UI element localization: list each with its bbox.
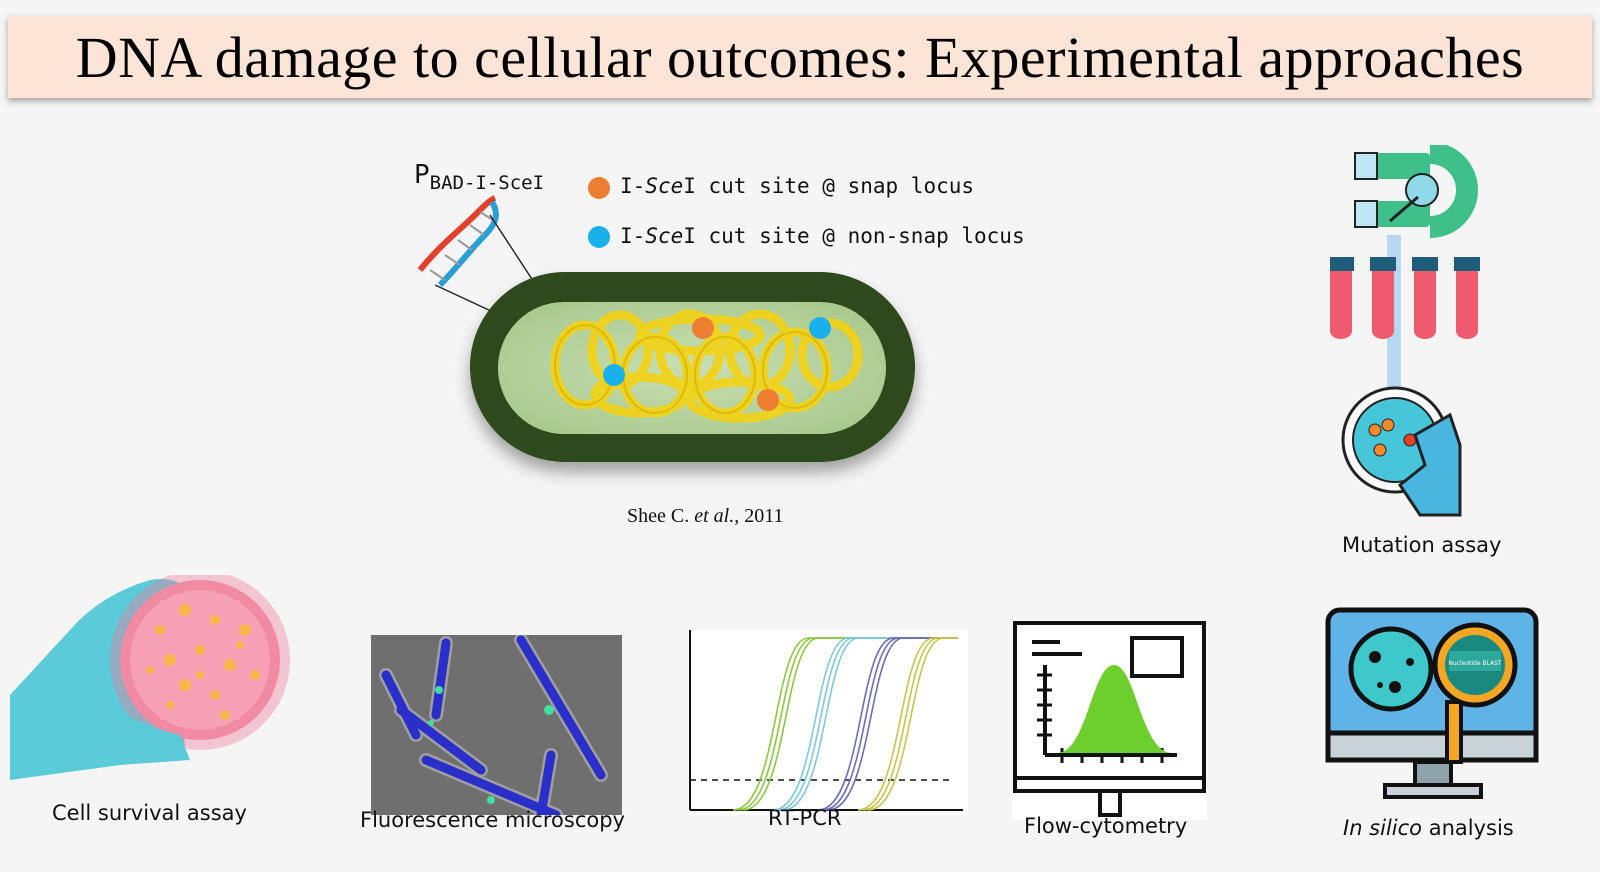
rt-pcr-graph — [688, 630, 968, 815]
promoter-sub: BAD-I-SceI — [429, 172, 545, 194]
test-tubes-icon — [1330, 257, 1480, 339]
legend-prefix: I- — [620, 174, 646, 198]
in-silico-rest: analysis — [1422, 816, 1514, 840]
blast-label: Nucleotide BLAST — [1448, 660, 1502, 667]
title-banner: DNA damage to cellular outcomes: Experim… — [8, 16, 1592, 98]
microscopy-label: Fluorescence microscopy — [360, 808, 625, 832]
page-title: DNA damage to cellular outcomes: Experim… — [75, 24, 1525, 90]
snap-cut-site — [692, 317, 714, 339]
snap-cut-site — [757, 389, 779, 411]
bacterium-diagram — [417, 195, 915, 462]
legend-rest: I cut site @ non-snap locus — [683, 224, 1025, 248]
promoter-label: PBAD-I-SceI — [414, 160, 544, 194]
legend-rest: I cut site @ snap locus — [683, 174, 975, 198]
mutation-assay-label: Mutation assay — [1342, 533, 1502, 557]
flow-cytometry-label: Flow-cytometry — [1024, 814, 1188, 838]
in-silico-monitor-icon: Nucleotide BLAST — [1325, 607, 1539, 799]
rt-pcr-label: RT-PCR — [768, 806, 842, 830]
cell-survival-illustration — [10, 575, 290, 780]
hand-petri-dish-icon — [10, 575, 290, 780]
in-silico-label: In silico analysis — [1343, 816, 1514, 840]
non-snap-cut-site — [809, 317, 831, 339]
microscopy-image — [371, 635, 622, 815]
citation-author: Shee C. — [627, 505, 695, 527]
legend-prefix: I- — [620, 224, 646, 248]
citation-etal: et al. — [694, 505, 735, 527]
dna-helix-icon — [417, 195, 499, 288]
petri-dish-hand-icon — [1341, 386, 1462, 517]
non-snap-locus-dot-icon — [588, 226, 610, 248]
citation-year: , 2011 — [734, 505, 784, 527]
legend-non-snap-locus: I-SceI cut site @ non-snap locus — [620, 224, 1025, 248]
mutation-assay-illustration — [1330, 145, 1480, 517]
magnet-icon — [1354, 145, 1478, 238]
cell-survival-label: Cell survival assay — [52, 801, 247, 825]
legend-snap-locus: I-SceI cut site @ snap locus — [620, 174, 974, 198]
in-silico-italic: In silico — [1343, 816, 1423, 840]
non-snap-cut-site — [603, 364, 625, 386]
flow-cytometry-monitor-icon — [1012, 620, 1207, 820]
legend-italic: Sce — [645, 174, 684, 198]
promoter-main: P — [414, 160, 430, 190]
snap-locus-dot-icon — [588, 177, 610, 199]
citation: Shee C. et al., 2011 — [627, 505, 783, 528]
legend-italic: Sce — [645, 224, 684, 248]
